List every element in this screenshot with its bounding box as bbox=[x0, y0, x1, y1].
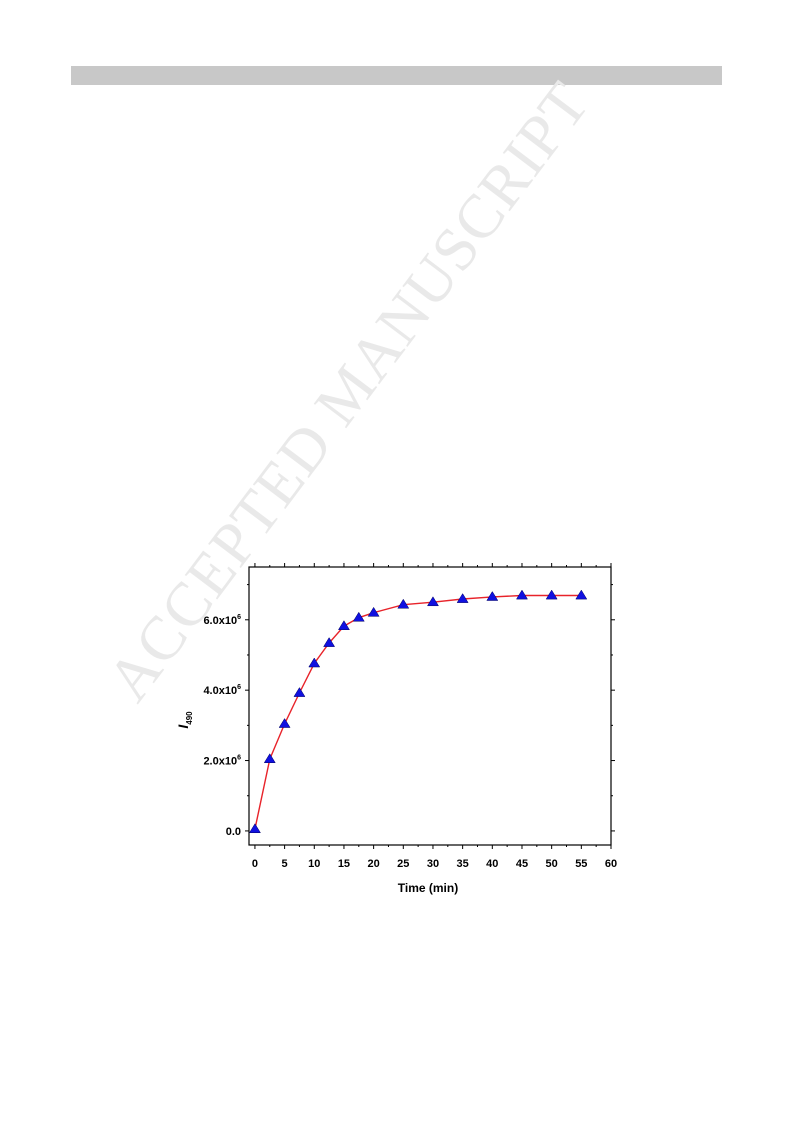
y-axis-label-main: I bbox=[175, 724, 191, 729]
x-tick-label-20: 20 bbox=[367, 858, 379, 870]
x-tick-label-35: 35 bbox=[457, 858, 469, 870]
data-point-0 bbox=[248, 823, 261, 834]
x-tick-label-45: 45 bbox=[516, 858, 528, 870]
data-point-11 bbox=[456, 593, 469, 603]
x-tick-label-30: 30 bbox=[427, 858, 439, 870]
data-point-4 bbox=[308, 657, 321, 668]
data-point-1 bbox=[263, 753, 276, 763]
header-bar bbox=[71, 66, 722, 85]
x-tick-label-25: 25 bbox=[397, 858, 409, 870]
data-point-2 bbox=[278, 718, 291, 728]
chart-tick-labels: 0 5 10 15 20 25 30 35 40 45 50 55 60 0.0 2.0x106 4.0x10… bbox=[203, 614, 617, 870]
data-point-10 bbox=[427, 596, 439, 607]
x-tick-label-55: 55 bbox=[575, 858, 587, 870]
chart-ticks bbox=[245, 563, 615, 849]
chart-axes bbox=[248, 566, 612, 846]
x-tick-label-5: 5 bbox=[282, 858, 288, 870]
y-tick-label-0: 0.0 bbox=[226, 826, 241, 838]
data-point-8 bbox=[367, 606, 380, 617]
chart-series bbox=[248, 589, 588, 834]
data-point-7 bbox=[352, 611, 365, 622]
plot-frame bbox=[248, 566, 612, 846]
x-axis-label: Time (min) bbox=[398, 881, 458, 895]
y-tick-label-1: 2.0x106 bbox=[203, 755, 241, 768]
y-axis-label: I490 bbox=[175, 711, 194, 729]
data-point-12 bbox=[486, 591, 499, 601]
x-tick-label-10: 10 bbox=[308, 858, 320, 870]
data-point-15 bbox=[575, 589, 588, 600]
y-tick-label-3: 6.0x106 bbox=[203, 614, 241, 627]
y-tick-label-2: 4.0x106 bbox=[203, 684, 241, 697]
data-point-9 bbox=[397, 598, 410, 609]
data-point-13 bbox=[516, 589, 528, 600]
x-tick-label-15: 15 bbox=[338, 858, 350, 870]
series-line-0 bbox=[254, 594, 582, 830]
data-point-14 bbox=[545, 589, 558, 600]
y-axis-label-sub: 490 bbox=[185, 711, 194, 725]
x-tick-label-60: 60 bbox=[605, 858, 617, 870]
x-tick-label-40: 40 bbox=[486, 858, 498, 870]
data-point-3 bbox=[293, 687, 306, 697]
data-point-6 bbox=[338, 620, 350, 630]
data-point-5 bbox=[323, 637, 336, 647]
x-tick-label-0: 0 bbox=[252, 858, 258, 870]
x-tick-label-50: 50 bbox=[546, 858, 558, 870]
